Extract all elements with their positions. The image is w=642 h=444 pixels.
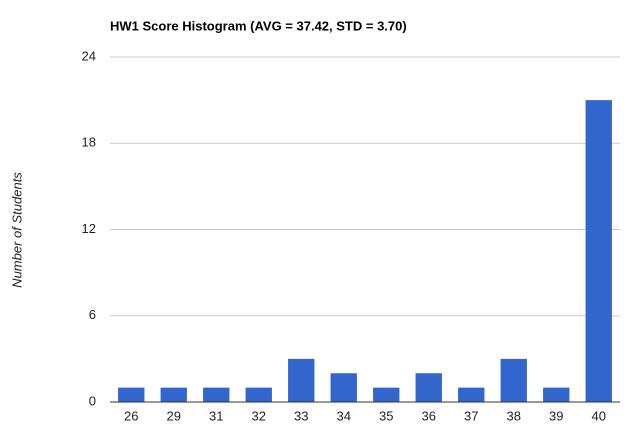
x-tick-label: 36 [422,408,436,423]
bar [543,387,570,402]
x-tick-label: 34 [337,408,351,423]
x-tick-label: 26 [124,408,138,423]
x-tick-label: 33 [294,408,308,423]
x-tick-label: 31 [209,408,223,423]
bar [288,358,315,402]
x-tick-label: 37 [464,408,478,423]
bar [458,387,485,402]
y-tick-label: 12 [82,221,96,236]
x-tick-label: 29 [167,408,181,423]
chart-title: HW1 Score Histogram (AVG = 37.42, STD = … [110,18,407,33]
x-tick-label: 38 [507,408,521,423]
x-tick-label: 35 [379,408,393,423]
bar [203,387,230,402]
y-axis-label: Number of Students [9,172,24,288]
bar [500,358,527,402]
bar [245,387,272,402]
x-tick-label: 40 [592,408,606,423]
y-tick-label: 0 [89,393,96,408]
y-tick-label: 18 [82,135,96,150]
bar [118,387,145,402]
bar [415,373,442,402]
y-tick-label: 24 [82,48,96,63]
x-tick-label: 39 [549,408,563,423]
bar [160,387,187,402]
x-tick-label: 32 [252,408,266,423]
bar [373,387,400,402]
bar [585,100,612,402]
bar [330,373,357,402]
y-tick-label: 6 [89,307,96,322]
